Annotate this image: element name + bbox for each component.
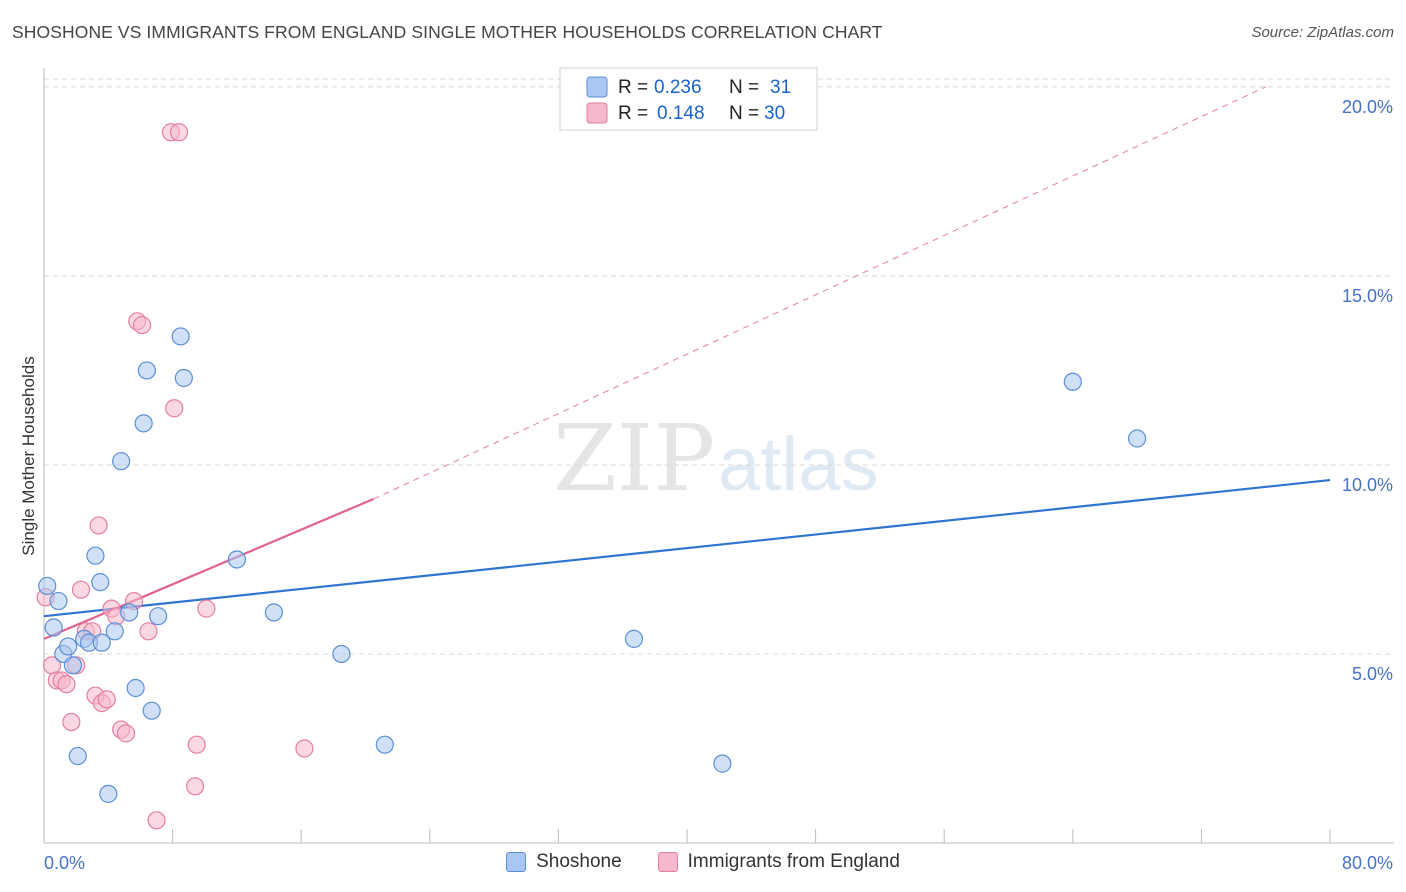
watermark-zip: ZIP: [553, 405, 715, 512]
data-point-england: [295, 739, 314, 758]
legend-n-value-1: 31: [770, 77, 791, 98]
x-tick-label-max: 80.0%: [1342, 853, 1393, 873]
x-axis-tick-labels: 0.0% 80.0%: [44, 853, 1393, 873]
data-point-shoshone: [713, 754, 732, 773]
chart-title: SHOSHONE VS IMMIGRANTS FROM ENGLAND SING…: [12, 22, 883, 42]
legend-swatch-england: [657, 852, 678, 872]
trendline-shoshone: [43, 478, 1331, 618]
trendline-england: [43, 497, 374, 640]
data-point-shoshone: [134, 414, 153, 433]
legend-swatch-shoshone: [506, 852, 527, 872]
data-point-england: [186, 777, 205, 796]
y-tick-label: 5.0%: [1352, 664, 1393, 684]
stats-legend: R = 0.236 N = 31 R = 0.148 N = 30: [559, 67, 818, 131]
data-point-england: [165, 399, 184, 418]
legend-label-england: Immigrants from England: [687, 851, 900, 872]
legend-item-shoshone: Shoshone: [506, 851, 622, 873]
watermark-atlas: atlas: [718, 422, 879, 507]
data-point-shoshone: [59, 637, 78, 656]
trendline-england-extension: [373, 86, 1266, 500]
data-point-shoshone: [63, 656, 83, 675]
data-point-england: [139, 622, 158, 641]
data-point-england: [197, 599, 216, 618]
data-point-shoshone: [91, 573, 110, 592]
data-point-england: [169, 123, 189, 142]
data-point-england: [62, 712, 81, 732]
legend-swatch-shoshone: [586, 76, 608, 98]
legend-r-value-1: 0.236: [654, 77, 702, 98]
legend-swatch-england: [586, 102, 608, 124]
data-point-shoshone: [227, 550, 246, 569]
source-credit: Source: ZipAtlas.com: [1251, 24, 1394, 41]
data-point-england: [57, 675, 76, 694]
watermark: ZIP atlas: [553, 405, 879, 512]
data-point-shoshone: [68, 746, 87, 766]
legend-label-shoshone: Shoshone: [536, 851, 622, 872]
data-point-england: [132, 315, 152, 335]
legend-item-england: Immigrants from England: [657, 851, 900, 873]
trend-lines: [43, 86, 1331, 640]
y-tick-label: 10.0%: [1342, 475, 1393, 495]
legend-n-label-2: N =: [729, 103, 759, 124]
data-point-shoshone: [149, 607, 168, 626]
legend-r-label-1: R =: [618, 77, 648, 98]
y-axis-label: Single Mother Households: [19, 356, 38, 555]
gridlines: [44, 78, 1394, 655]
data-point-shoshone: [38, 576, 57, 596]
data-point-shoshone: [1063, 372, 1082, 391]
y-tick-label: 20.0%: [1342, 97, 1393, 117]
data-point-england: [71, 580, 91, 599]
data-point-shoshone: [1127, 429, 1147, 448]
data-point-shoshone: [49, 591, 68, 611]
data-point-england: [147, 811, 166, 830]
axes: [43, 68, 1394, 844]
data-point-shoshone: [142, 701, 161, 720]
data-point-shoshone: [332, 644, 351, 664]
legend-r-label-2: R =: [618, 103, 648, 124]
data-point-shoshone: [99, 784, 118, 803]
x-tick-label-min: 0.0%: [44, 853, 85, 873]
y-axis-tick-labels: 5.0% 10.0% 15.0% 20.0%: [1342, 97, 1393, 684]
data-point-shoshone: [375, 735, 394, 754]
series-immigrants-from-england: [36, 123, 314, 830]
data-point-shoshone: [624, 629, 644, 648]
data-point-shoshone: [264, 603, 283, 622]
data-point-shoshone: [137, 361, 156, 380]
data-point-england: [97, 690, 116, 709]
series-shoshone: [38, 327, 1147, 803]
data-point-shoshone: [105, 622, 124, 641]
series-legend: Shoshone Immigrants from England: [0, 851, 1406, 873]
data-point-shoshone: [174, 368, 193, 388]
data-point-shoshone: [44, 618, 63, 637]
data-point-shoshone: [86, 546, 105, 565]
data-point-england: [89, 516, 108, 535]
data-point-shoshone: [92, 633, 111, 652]
data-point-shoshone: [120, 603, 139, 622]
legend-n-value-2: 30: [764, 103, 785, 124]
legend-n-label-1: N =: [729, 77, 759, 98]
data-point-shoshone: [112, 452, 131, 471]
data-point-england: [116, 724, 136, 743]
data-point-england: [187, 735, 206, 754]
y-tick-label: 15.0%: [1342, 286, 1393, 306]
data-point-shoshone: [171, 327, 190, 346]
legend-r-value-2: 0.148: [657, 103, 705, 124]
data-point-shoshone: [126, 678, 145, 698]
x-axis-ticks: [43, 829, 1331, 843]
